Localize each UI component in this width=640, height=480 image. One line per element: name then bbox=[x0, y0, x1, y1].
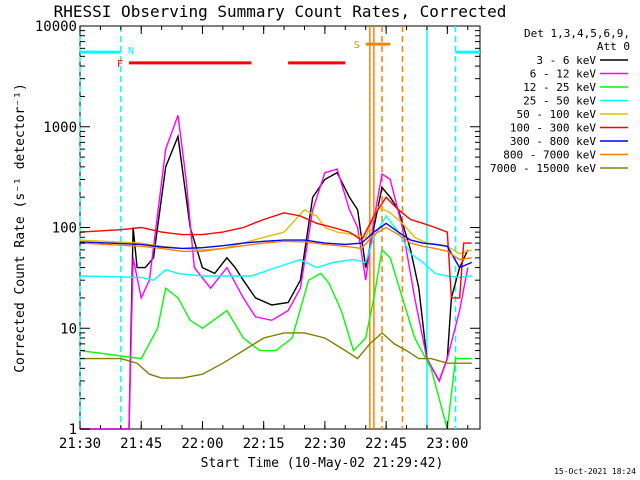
legend-label-12-25-kev: 12 - 25 keV bbox=[523, 81, 596, 94]
series-line-25-50-kev bbox=[79, 214, 472, 281]
legend-label-25-50-kev: 25 - 50 keV bbox=[523, 95, 596, 108]
series-line-800-7000-kev bbox=[79, 226, 472, 261]
x-tick-label-22-45: 22:45 bbox=[365, 436, 407, 452]
series-line-300-800-kev bbox=[79, 222, 473, 269]
y-tick-label-10000: 10000 bbox=[35, 19, 77, 35]
series-line-6-12-kev bbox=[80, 115, 469, 430]
y-tick-label-100: 100 bbox=[52, 221, 77, 237]
x-tick-label-23-00: 23:00 bbox=[426, 436, 468, 452]
chart-title: RHESSI Observing Summary Count Rates, Co… bbox=[54, 2, 507, 21]
flag-bars: NF S bbox=[80, 40, 480, 70]
x-tick-label-21-45: 21:45 bbox=[120, 436, 162, 452]
legend-title: Det 1,3,4,5,6,9, bbox=[524, 27, 630, 40]
legend-label-6-12-kev: 6 - 12 keV bbox=[530, 68, 597, 81]
axis-ticks: 21:30 21:45 22:00 22:15 22:30 22:45 23:00 1 10 10… bbox=[35, 19, 480, 452]
x-tick-label-22-00: 22:00 bbox=[181, 436, 223, 452]
legend-label-300-800-kev: 300 - 800 keV bbox=[510, 135, 596, 148]
flag-label-n: N bbox=[128, 46, 134, 57]
legend-label-800-7000-kev: 800 - 7000 keV bbox=[503, 149, 596, 162]
series-line-12-25-kev bbox=[79, 248, 472, 430]
legend-subtitle: Att 0 bbox=[597, 40, 630, 53]
x-tick-label-22-15: 22:15 bbox=[243, 436, 285, 452]
y-tick-label-1: 1 bbox=[69, 422, 77, 438]
x-tick-label-22-30: 22:30 bbox=[304, 436, 346, 452]
legend-label-7000-15000-kev: 7000 - 15000 keV bbox=[490, 162, 596, 175]
generation-timestamp: 15-Oct-2021 18:24 bbox=[554, 467, 636, 476]
x-axis-label: Start Time (10-May-02 21:29:42) bbox=[201, 456, 444, 471]
y-axis-label: Corrected Count Rate (s⁻¹ detector⁻¹) bbox=[13, 83, 28, 373]
x-tick-label-21-30: 21:30 bbox=[59, 436, 101, 452]
legend-label-3-6-kev: 3 - 6 keV bbox=[536, 54, 596, 67]
series-line-3-6-kev bbox=[80, 133, 469, 430]
series-line-100-300-kev bbox=[79, 196, 472, 299]
y-tick-label-10: 10 bbox=[60, 321, 77, 337]
legend-label-50-100-kev: 50 - 100 keV bbox=[517, 108, 597, 121]
flag-label-f: F bbox=[117, 59, 123, 70]
series-line-7000-15000-kev bbox=[80, 331, 472, 379]
legend-label-100-300-kev: 100 - 300 keV bbox=[510, 122, 596, 135]
series-lines bbox=[79, 115, 473, 430]
flag-label-s: S bbox=[354, 40, 360, 51]
y-tick-label-1000: 1000 bbox=[43, 120, 77, 136]
